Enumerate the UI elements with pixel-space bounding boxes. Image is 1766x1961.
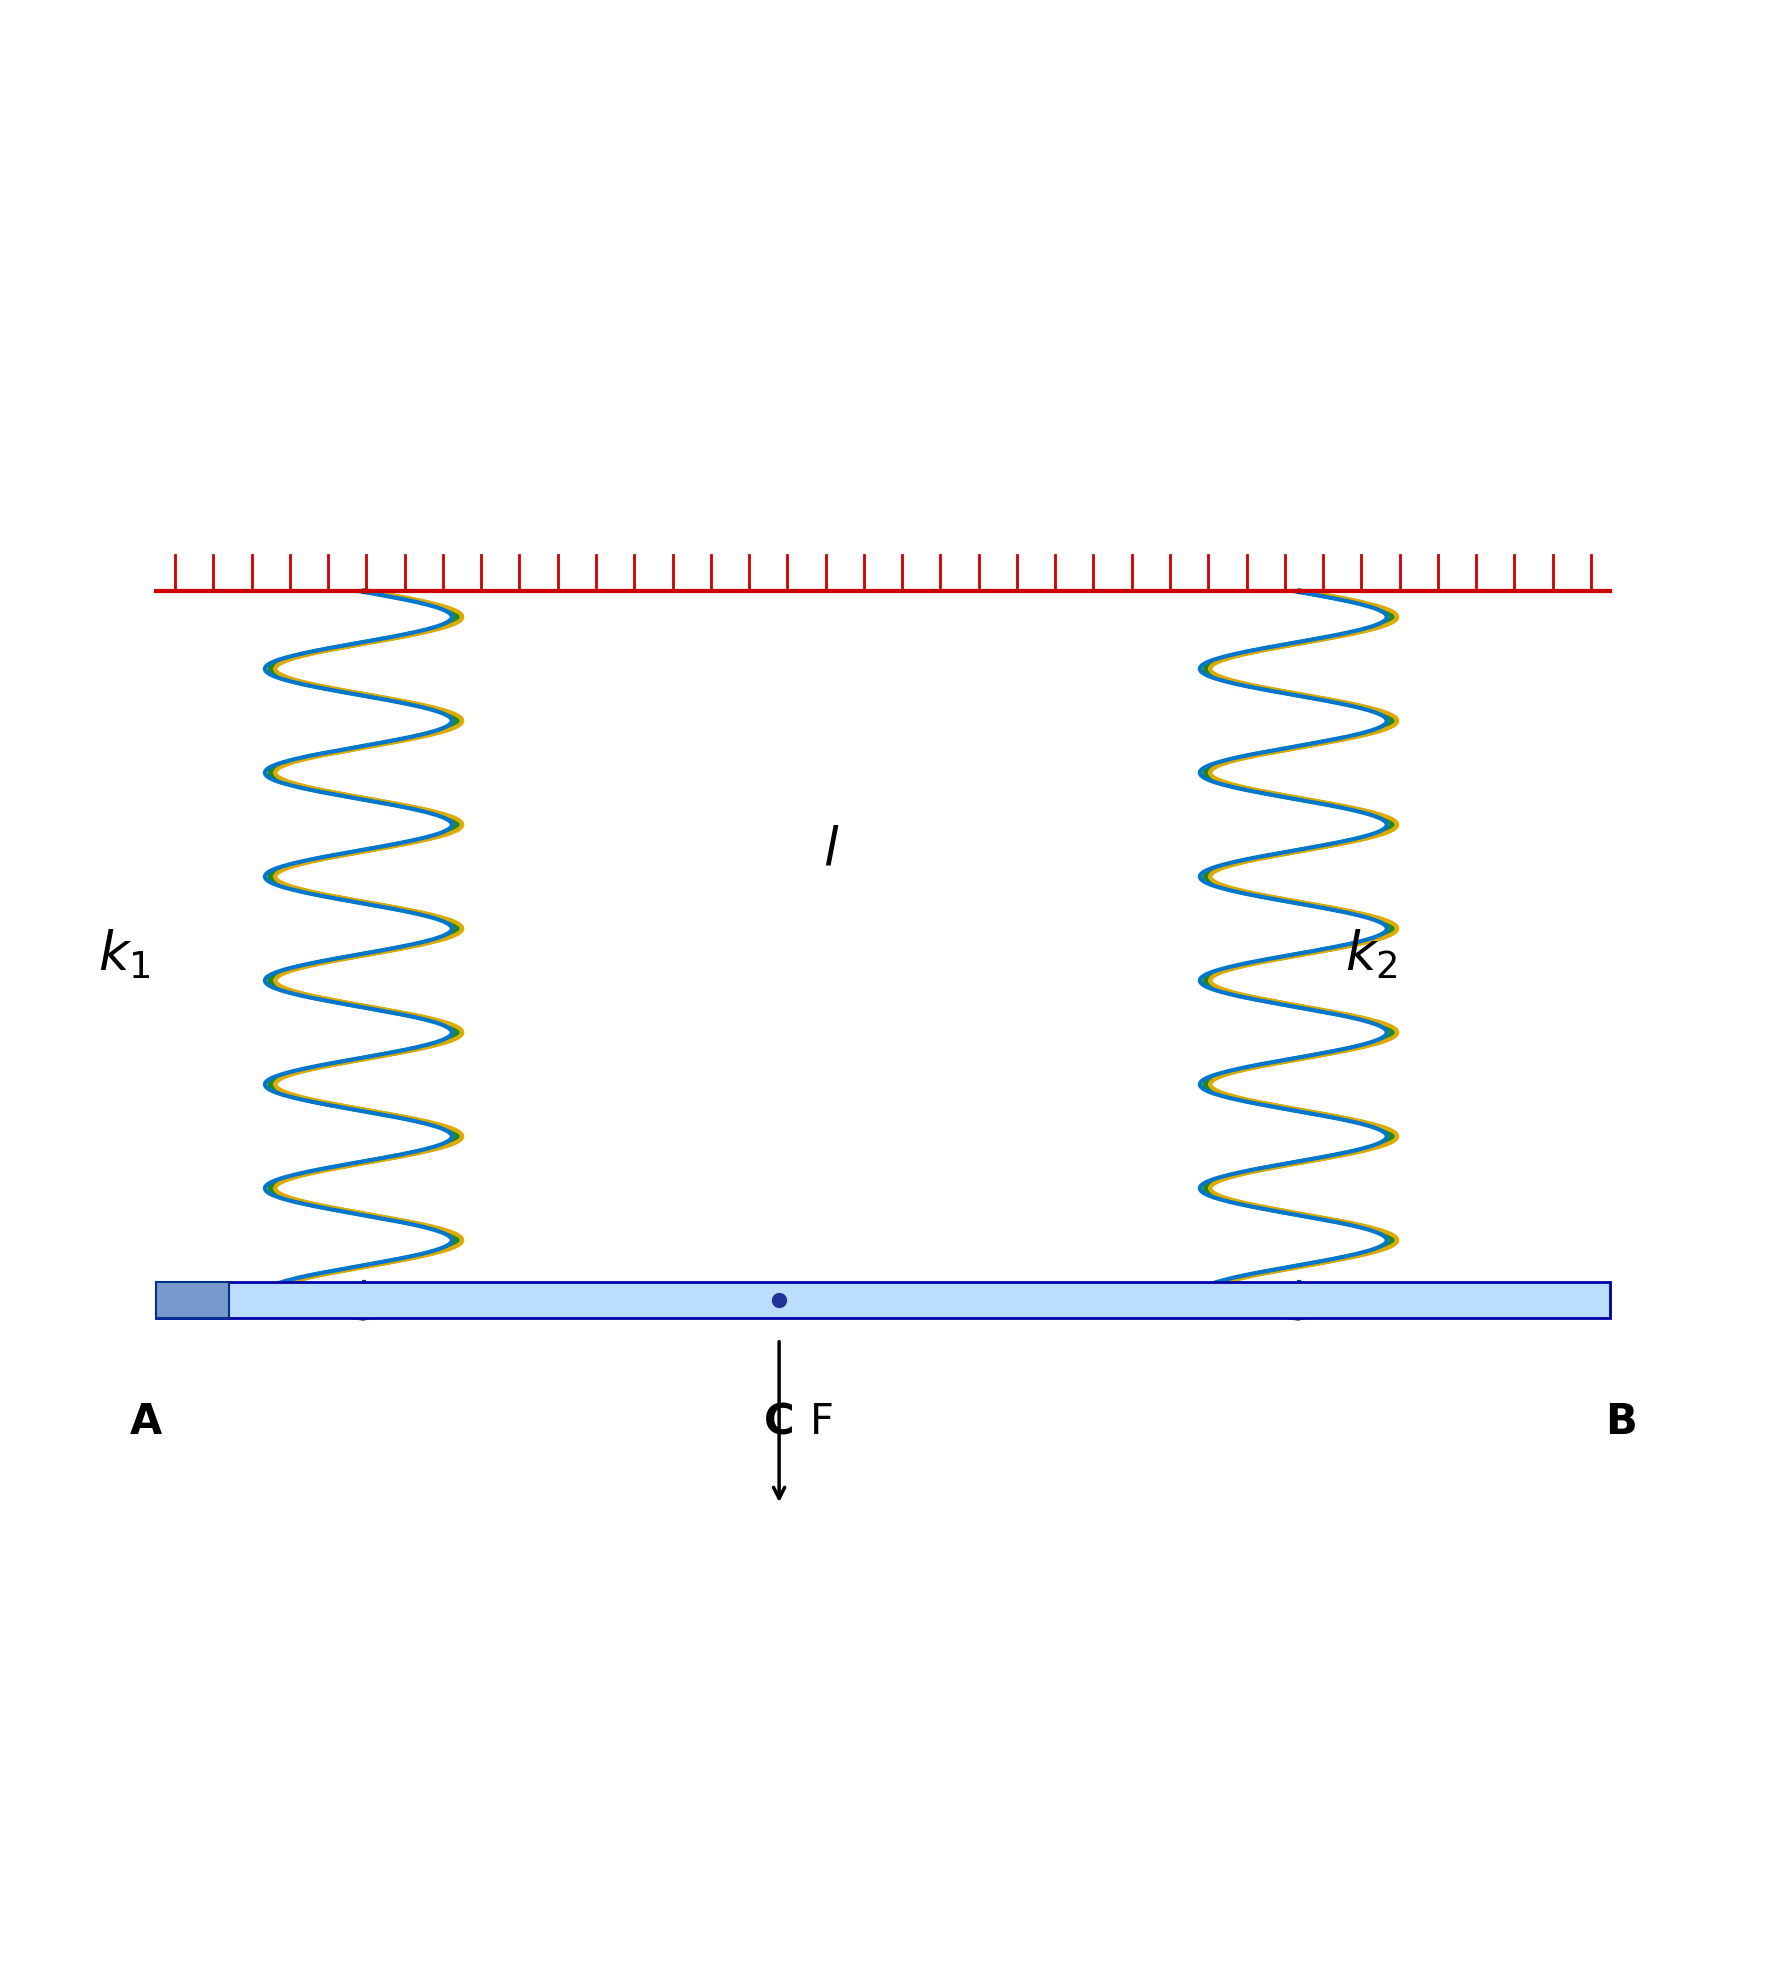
Text: $k_1$: $k_1$ bbox=[99, 928, 150, 980]
Text: C: C bbox=[765, 1402, 795, 1443]
Bar bbox=[155, 1282, 1611, 1318]
Text: B: B bbox=[1605, 1402, 1637, 1443]
Text: $k_2$: $k_2$ bbox=[1346, 928, 1397, 980]
Text: F: F bbox=[811, 1400, 834, 1443]
Bar bbox=[155, 1282, 228, 1318]
Text: $l$: $l$ bbox=[823, 826, 839, 877]
Text: A: A bbox=[129, 1402, 161, 1443]
